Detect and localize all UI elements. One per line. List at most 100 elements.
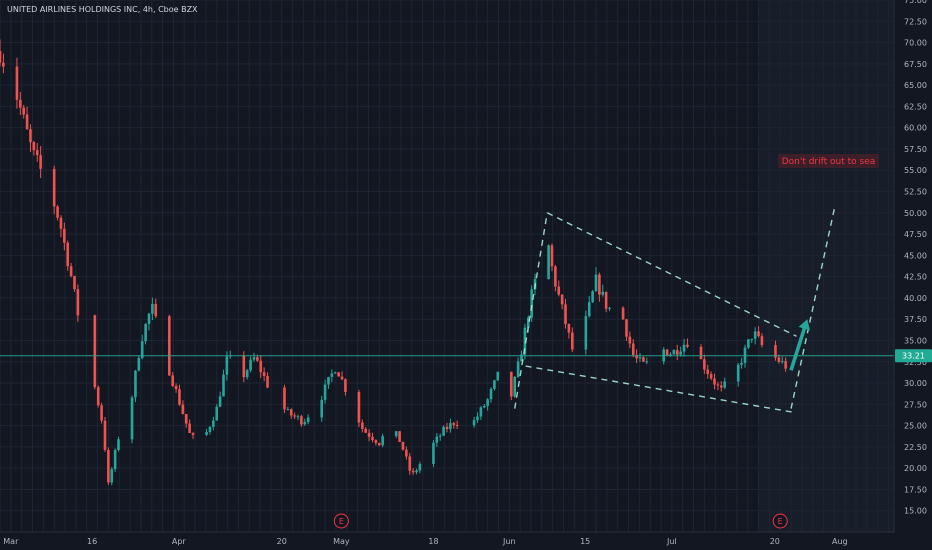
x-axis: Mar 16 Apr 20 May 18 Jun 15 Jul 20 Aug	[3, 537, 847, 546]
candle-up	[296, 416, 300, 418]
candle-up	[587, 302, 591, 317]
annotation-note[interactable]: Don't drift out to sea	[778, 154, 879, 168]
chart-title: UNITED AIRLINES HOLDINGS INC, 4h, Cboe B…	[7, 5, 198, 14]
candle-down	[59, 217, 63, 229]
candle-up	[740, 362, 743, 365]
x-tick-label: 15	[580, 537, 590, 546]
y-tick-label: 45.00	[904, 251, 927, 260]
earnings-marker	[333, 513, 349, 529]
candle-down	[22, 107, 26, 115]
y-tick-label: 52.50	[904, 188, 927, 197]
candle-down	[181, 404, 185, 414]
candle-down	[344, 379, 347, 392]
y-tick-label: 15.00	[904, 507, 927, 516]
candle-up	[547, 245, 550, 280]
x-tick-label: 18	[428, 537, 438, 546]
candle-down	[0, 51, 2, 63]
candle-up	[442, 426, 445, 436]
candle-down	[266, 375, 269, 388]
candle-up	[303, 422, 307, 425]
candle-down	[550, 245, 554, 267]
candle-down	[703, 359, 706, 370]
candle-down	[408, 456, 412, 471]
y-tick-label: 32.50	[904, 358, 927, 367]
price-axis[interactable]	[894, 0, 932, 550]
candle-down	[455, 424, 459, 426]
trendline-dashed	[514, 212, 548, 409]
grid	[0, 0, 894, 532]
candle-up	[418, 463, 422, 471]
y-tick-label: 37.50	[904, 315, 927, 324]
candle-down	[300, 416, 303, 425]
candle-down	[289, 409, 293, 416]
candle-up	[218, 396, 222, 407]
x-tick-label: Jul	[666, 537, 677, 546]
candle-up	[286, 409, 290, 411]
candle-down	[398, 431, 401, 442]
candle-down	[39, 155, 42, 169]
y-tick-label: 35.00	[904, 336, 927, 345]
candle-up	[117, 439, 120, 450]
time-axis[interactable]	[0, 532, 894, 550]
candle-down	[364, 428, 368, 433]
candle-down	[628, 336, 632, 344]
candle-up	[753, 331, 757, 339]
candle-down	[510, 371, 513, 397]
annotation-bg	[778, 154, 879, 168]
candle-down	[191, 433, 195, 435]
candle-up	[520, 354, 523, 362]
candle-down	[686, 344, 689, 347]
candle-up	[212, 420, 215, 427]
last-price-tag-bg	[895, 349, 932, 363]
candle-down	[631, 343, 635, 355]
candle-down	[56, 206, 59, 218]
future-area	[758, 0, 894, 532]
candle-down	[621, 307, 625, 320]
candle-up	[137, 358, 141, 371]
candle-down	[96, 387, 100, 406]
candle-down	[374, 440, 378, 443]
candle-down	[154, 303, 158, 317]
earnings-marker	[772, 513, 788, 529]
y-tick-label: 17.50	[904, 485, 927, 494]
candle-down	[635, 354, 638, 359]
candle-down	[554, 266, 557, 287]
candle-down	[242, 355, 246, 378]
candle-down	[29, 129, 32, 143]
candle-down	[567, 324, 571, 333]
arrow-shape	[789, 319, 810, 371]
candle-up	[222, 374, 225, 397]
candle-down	[777, 357, 781, 362]
y-tick-label: 57.50	[904, 145, 927, 154]
candle-down	[103, 420, 107, 450]
candle-down	[709, 373, 713, 379]
candle-down	[713, 378, 716, 385]
x-tick-label: Jun	[502, 537, 516, 546]
candle-up	[205, 431, 208, 435]
earnings-marker-label: E	[339, 517, 344, 526]
candle-down	[642, 357, 645, 362]
candle-up	[252, 357, 256, 360]
candle-up	[530, 289, 533, 318]
x-tick-label: Apr	[172, 537, 187, 546]
candle-up	[523, 327, 527, 355]
candle-up	[449, 423, 452, 430]
candle-up	[330, 373, 334, 377]
candle-up	[750, 338, 754, 340]
candle-down	[340, 376, 344, 380]
candle-up	[435, 436, 439, 443]
candle-down	[367, 432, 371, 437]
candle-down	[107, 449, 110, 483]
candle-down	[706, 369, 710, 374]
x-tick-label: Aug	[832, 537, 848, 546]
candle-up	[493, 380, 496, 389]
candle-up	[245, 370, 249, 378]
candle-down	[93, 315, 97, 388]
candle-up	[682, 344, 686, 352]
candle-up	[208, 426, 212, 432]
candle-down	[560, 294, 564, 305]
candle-down	[377, 442, 381, 446]
candle-up	[432, 442, 435, 464]
